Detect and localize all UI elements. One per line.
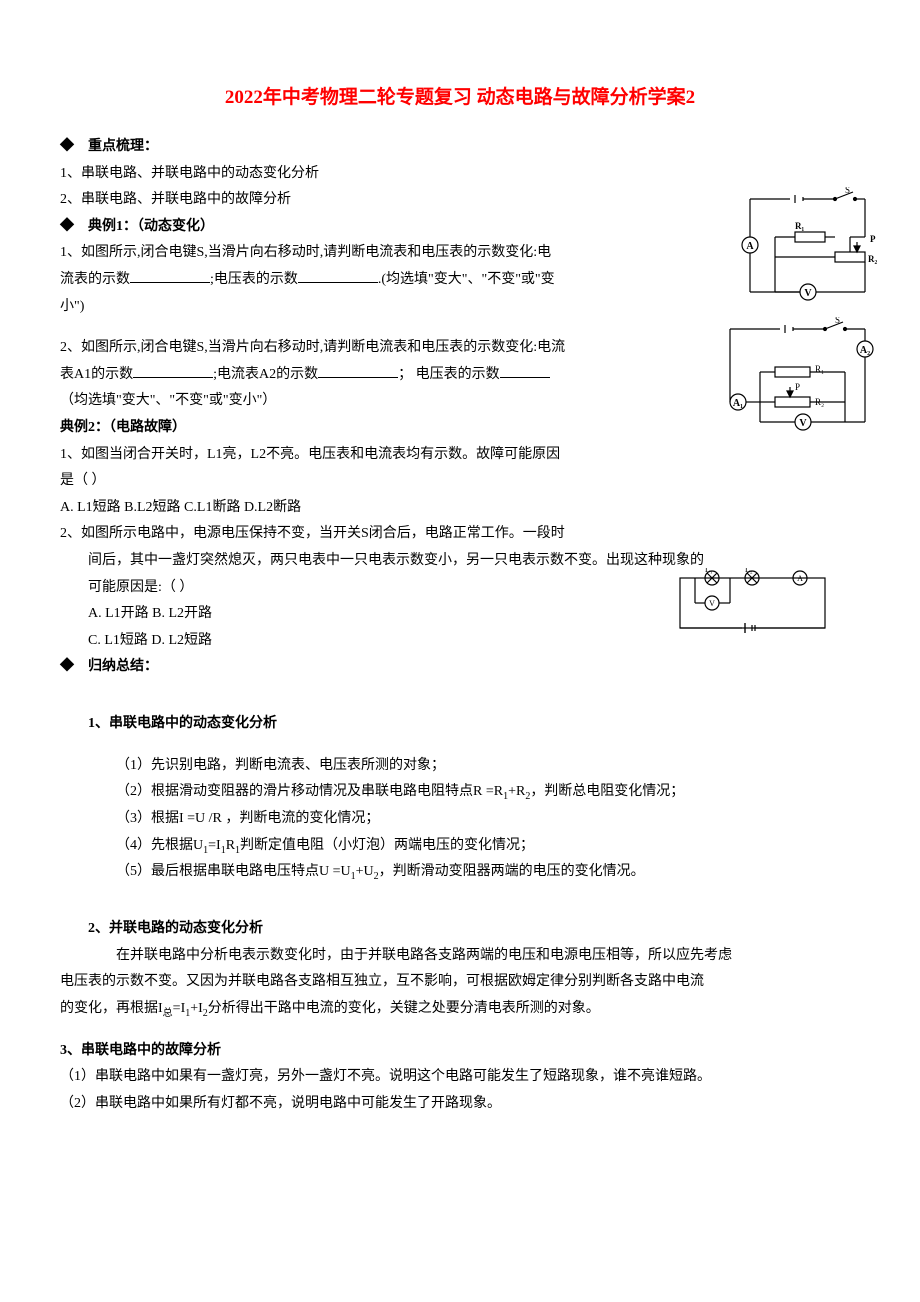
summary-s3-title: 3、串联电路中的故障分析 (60, 1038, 860, 1065)
summary-s3-item1: （1）串联电路中如果有一盏灯亮，另外一盏灯不亮。说明这个电路可能发生了短路现象，… (60, 1064, 860, 1091)
summary-s2-para2: 电压表的示数不变。又因为并联电路各支路相互独立，互不影响，可根据欧姆定律分别判断… (60, 969, 860, 996)
svg-text:R₂: R₂ (868, 254, 877, 264)
summary-s1-item3: （3）根据I =U /R ，判断电流的变化情况； (60, 806, 860, 833)
blank-field[interactable] (318, 363, 398, 378)
svg-text:V: V (709, 599, 715, 608)
page-title: 2022年中考物理二轮专题复习 动态电路与故障分析学案2 (60, 80, 860, 116)
circuit-diagram-1: A V S R₁ P R₂ (735, 187, 880, 307)
svg-text:A₁: A₁ (733, 398, 743, 409)
svg-text:S: S (845, 187, 850, 195)
example1-q2-line2: 表A1的示数 ;电流表A2的示数 ； 电压表的示数 (60, 362, 720, 389)
svg-text:L₂: L₂ (745, 568, 753, 574)
q1-text2: ;电压表的示数 (210, 272, 298, 287)
svg-text:V: V (804, 288, 812, 299)
example1-q1-line1: 1、如图所示,闭合电键S,当滑片向右移动时,请判断电流表和电压表的示数变化:电 (60, 240, 720, 267)
svg-text:L₁: L₁ (705, 568, 713, 574)
summary-s1-item1: （1）先识别电路，判断电流表、电压表所测的对象； (60, 753, 860, 780)
key-points-header: ◆ 重点梳理： (60, 134, 860, 161)
q2-text1: 表A1的示数 (60, 367, 133, 382)
blank-field[interactable] (298, 268, 378, 283)
svg-text:V: V (799, 418, 807, 429)
example2-q1-options: A. L1短路 B.L2短路 C.L1断路 D.L2断路 (60, 495, 720, 522)
blank-field[interactable] (130, 268, 210, 283)
example1-q1-line3: 小") (60, 294, 720, 321)
summary-s1-item5: （5）最后根据串联电路电压特点U =U1+U2，判断滑动变阻器两端的电压的变化情… (60, 859, 860, 886)
summary-s1-item4: （4）先根据U1=I1R1判断定值电阻（小灯泡）两端电压的变化情况； (60, 833, 860, 860)
svg-text:A: A (797, 574, 803, 583)
example2-q2-line1: 2、如图所示电路中，电源电压保持不变，当开关S闭合后，电路正常工作。一段时 (60, 521, 860, 548)
q2-text2: ;电流表A2的示数 (213, 367, 318, 382)
example2-q1-line1: 1、如图当闭合开关时，L1亮，L2不亮。电压表和电流表均有示数。故障可能原因 (60, 442, 720, 469)
example2-q1-line2: 是（ ） (60, 468, 720, 495)
svg-text:R₁: R₁ (795, 221, 804, 231)
svg-text:S: S (835, 317, 840, 325)
summary-s3-item2: （2）串联电路中如果所有灯都不亮，说明电路中可能发生了开路现象。 (60, 1091, 860, 1118)
summary-s2-para3: 的变化，再根据I总=I1+I2分析得出干路中电流的变化，关键之处要分清电表所测的… (60, 996, 860, 1023)
blank-field[interactable] (500, 363, 550, 378)
example1-q2-line3: （均选填"变大"、"不变"或"变小"） (60, 388, 720, 415)
svg-text:P: P (870, 234, 876, 244)
q2-text3: ； 电压表的示数 (398, 367, 500, 382)
summary-header: ◆ 归纳总结： (60, 654, 860, 681)
svg-text:A₂: A₂ (860, 345, 870, 356)
summary-s1-item2: （2）根据滑动变阻器的滑片移动情况及串联电路电阻特点R =R1+R2，判断总电阻… (60, 779, 860, 806)
blank-field[interactable] (133, 363, 213, 378)
svg-text:A: A (746, 241, 754, 252)
example1-label: 典例1：（动态变化） (88, 219, 214, 234)
svg-text:R₁: R₁ (815, 364, 824, 374)
q1-text1: 流表的示数 (60, 272, 130, 287)
circuit-diagram-3: A V L₁ L₂ (670, 568, 835, 638)
summary-s2-para1: 在并联电路中分析电表示数变化时，由于并联电路各支路两端的电压和电源电压相等，所以… (60, 943, 860, 970)
summary-label: 归纳总结： (88, 659, 158, 674)
example1-q1-line2: 流表的示数 ;电压表的示数 .(均选填"变大"、"不变"或"变 (60, 267, 720, 294)
key-points-label: 重点梳理： (88, 139, 158, 154)
example1-q2-line1: 2、如图所示,闭合电键S,当滑片向右移动时,请判断电流表和电压表的示数变化:电流 (60, 335, 720, 362)
svg-text:P: P (795, 382, 800, 392)
q1-text3: .(均选填"变大"、"不变"或"变 (378, 272, 555, 287)
key-point-1: 1、串联电路、并联电路中的动态变化分析 (60, 161, 860, 188)
svg-text:R₂: R₂ (815, 397, 824, 407)
circuit-diagram-2: A₂ A₁ V (715, 317, 880, 437)
summary-s1-title: 1、串联电路中的动态变化分析 (60, 711, 860, 738)
summary-s2-title: 2、并联电路的动态变化分析 (60, 916, 860, 943)
